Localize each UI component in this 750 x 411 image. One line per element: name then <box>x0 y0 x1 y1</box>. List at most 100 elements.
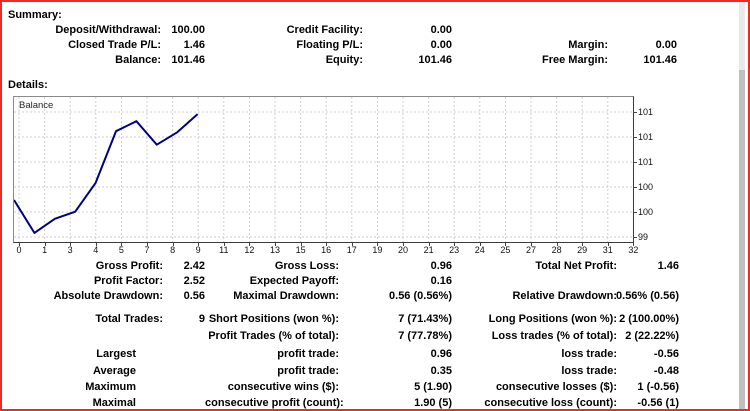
x-axis-tick-label: 17 <box>346 245 357 255</box>
x-axis-tick-label: 1 <box>42 245 48 255</box>
stat-label: loss trade: <box>561 365 617 377</box>
details-heading: Details: <box>8 79 48 91</box>
stat-value: 2 (22.22%) <box>625 330 679 342</box>
stat-label: profit trade: <box>277 348 339 360</box>
x-axis-tick-label: 31 <box>602 245 613 255</box>
stat-label: consecutive losses ($): <box>495 381 617 393</box>
stat-label: Absolute Drawdown: <box>53 290 163 302</box>
x-axis-tick <box>428 243 430 246</box>
x-axis-tick <box>582 243 584 246</box>
stat-value: 7 (71.43%) <box>398 313 452 325</box>
summary-label: Floating P/L: <box>296 39 363 51</box>
stat-label: consecutive wins ($): <box>227 381 339 393</box>
stat-label: consecutive loss (count): <box>484 397 617 409</box>
stat-value: 9 <box>198 313 205 325</box>
x-axis-tick <box>351 243 353 246</box>
stat-value: 5 (1.90) <box>414 381 452 393</box>
stat-value: 0.16 <box>430 275 452 287</box>
stat-label: Short Positions (won %): <box>208 313 339 325</box>
x-axis-tick-label: 21 <box>423 245 434 255</box>
y-axis-tick-label: 101 <box>638 107 654 117</box>
x-axis-tick-label: 7 <box>144 245 150 255</box>
summary-label: Free Margin: <box>541 54 608 66</box>
summary-value: 1.46 <box>183 39 205 51</box>
x-axis-tick-label: 19 <box>372 245 383 255</box>
stat-word: Largest <box>96 348 136 360</box>
stat-value: -0.56 (1) <box>637 397 679 409</box>
stat-value: 7 (77.78%) <box>398 330 452 342</box>
stat-value: 2.42 <box>183 260 205 272</box>
x-axis-tick-label: 23 <box>449 245 460 255</box>
y-axis-tick-label: 101 <box>638 157 654 167</box>
summary-value: 0.00 <box>430 24 452 36</box>
x-axis-tick <box>326 243 328 246</box>
x-axis-tick <box>556 243 558 246</box>
x-axis-tick-label: 16 <box>321 245 332 255</box>
stat-label: Gross Profit: <box>95 260 163 272</box>
stat-value: 2 (100.00%) <box>619 313 679 325</box>
chart-series-label: Balance <box>19 100 54 111</box>
stat-value: 0.56 (0.56%) <box>389 290 452 302</box>
x-axis-tick <box>172 243 174 246</box>
stat-label: Gross Loss: <box>274 260 339 272</box>
stat-label: Loss trades (% of total): <box>491 330 617 342</box>
stat-value: 1.90 (5) <box>414 397 452 409</box>
balance-chart: Balance <box>13 96 634 243</box>
summary-label: Deposit/Withdrawal: <box>55 24 161 36</box>
vertical-scrollbar[interactable] <box>739 2 745 409</box>
summary-value: 101.46 <box>643 54 677 66</box>
stat-value: 2.52 <box>183 275 205 287</box>
stat-value: 0.56 <box>183 290 205 302</box>
x-axis-tick-label: 32 <box>628 245 639 255</box>
y-axis-tick <box>633 137 637 138</box>
summary-value: 101.46 <box>171 54 205 66</box>
x-axis-tick <box>95 243 97 246</box>
stat-value: 0.96 <box>430 348 452 360</box>
x-axis-tick-label: 27 <box>525 245 536 255</box>
x-axis-tick <box>454 243 456 246</box>
scrollbar-thumb[interactable] <box>739 2 745 70</box>
x-axis-tick <box>377 243 379 246</box>
stat-label: Relative Drawdown: <box>512 290 617 302</box>
summary-value: 100.00 <box>171 24 205 36</box>
stat-value: 0.35 <box>430 365 452 377</box>
y-axis-tick <box>633 237 637 238</box>
balance-line <box>14 113 199 234</box>
summary-heading: Summary: <box>8 9 62 21</box>
x-axis-tick-label: 28 <box>551 245 562 255</box>
summary-value: 0.00 <box>655 39 677 51</box>
stat-label: loss trade: <box>561 348 617 360</box>
x-axis-tick <box>479 243 481 246</box>
stat-label: Expected Payoff: <box>249 275 339 287</box>
y-axis-tick <box>633 212 637 213</box>
x-axis-tick <box>19 243 20 246</box>
balance-chart-plot <box>14 97 633 242</box>
stat-label: profit trade: <box>277 365 339 377</box>
stat-label: Total Trades: <box>95 313 163 325</box>
x-axis-tick-label: 3 <box>67 245 73 255</box>
stat-label: Maximal Drawdown: <box>233 290 339 302</box>
x-axis-tick-label: 13 <box>269 245 280 255</box>
x-axis-tick-label: 8 <box>170 245 176 255</box>
x-axis-tick-label: 15 <box>295 245 306 255</box>
stat-value: -0.48 <box>653 365 679 377</box>
y-axis-tick <box>633 112 637 113</box>
x-axis-tick <box>249 243 251 246</box>
x-axis-tick-label: 20 <box>397 245 408 255</box>
x-axis-tick <box>300 243 302 246</box>
x-axis-tick <box>607 243 609 246</box>
x-axis-tick <box>70 243 72 246</box>
x-axis-tick-label: 11 <box>219 245 229 255</box>
x-axis-tick-label: 12 <box>244 245 255 255</box>
stat-word: Average <box>92 365 136 377</box>
stat-word: Maximum <box>85 381 136 393</box>
x-axis-tick <box>531 243 532 246</box>
x-axis-tick <box>275 243 276 246</box>
x-axis-tick-label: 25 <box>500 245 511 255</box>
y-axis-tick-label: 100 <box>638 207 654 217</box>
summary-label: Balance: <box>115 54 161 66</box>
stat-value: 1.46 <box>657 260 679 272</box>
x-axis-tick <box>44 243 46 246</box>
y-axis-tick-label: 99 <box>638 232 649 242</box>
stat-label: consecutive profit (count): <box>205 397 344 409</box>
